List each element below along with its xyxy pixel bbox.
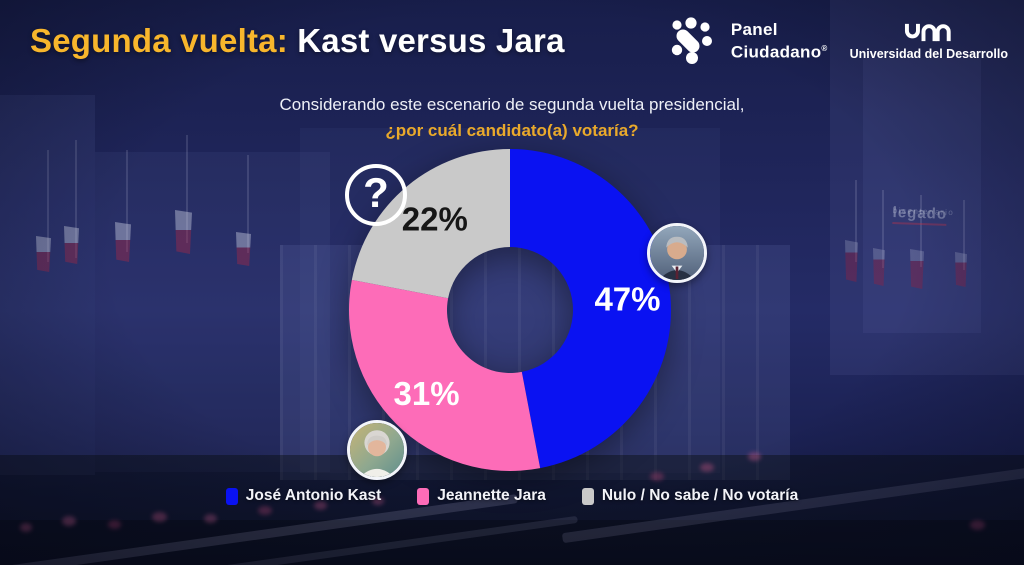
kast-avatar [647,223,707,283]
flag-pole [920,195,922,267]
udd-logo-icon [904,23,951,42]
chilean-flag-icon [845,240,858,282]
legend-label-kast: José Antonio Kast [245,487,382,504]
donut-slice-2 [351,149,510,299]
jara-portrait-icon [350,423,404,477]
flag-pole [75,140,77,258]
panel-ciudadano-logo-icon [671,17,712,64]
udd-name: Universidad del Desarrollo [849,47,1008,61]
chilean-flag-icon [64,226,79,264]
flag-pole [855,180,857,262]
legend-item-nulo: Nulo / No sabe / No votaría [581,487,799,505]
flag-pole [126,150,128,252]
flag-pole [186,135,188,243]
flowers [152,512,167,522]
flowers [62,516,76,526]
flag-pole [882,190,884,268]
question-mark-icon: ? [363,169,389,216]
question-line-2: ¿por cuál candidato(a) votaría? [385,121,639,140]
udd-logo: Universidad del Desarrollo [850,21,1008,61]
jara-avatar [347,420,407,480]
chart-legend: José Antonio Kast Jeannette Jara Nulo / … [0,487,1024,505]
chilean-flag-icon [910,249,924,289]
garden-ground [0,455,1024,565]
donut-slice-1 [349,279,541,471]
chilean-flag-icon [115,222,131,262]
question-line-1: Considerando este escenario de segunda v… [279,95,745,114]
question-mark-badge: ? [345,164,407,226]
background-building [0,95,95,475]
flowers [20,523,32,532]
garden-ground [0,520,1024,565]
kast-portrait-icon [650,226,704,280]
donut-chart: 47% 31% 22% [310,110,710,510]
flowers [748,452,761,461]
legend-label-jara: Jeannette Jara [437,487,546,504]
flag-pole [963,200,965,270]
brand-logos: Panel Ciudadano® Universidad del Desarro… [667,16,1008,66]
chilean-flag-icon [175,210,192,254]
page-title-rest: Kast versus Jara [287,22,565,59]
slice-value-label-2: 22% [402,201,468,238]
registered-mark: ® [821,44,828,54]
background-building [95,152,330,472]
flowers [204,514,217,523]
legend-item-jara: Jeannette Jara [417,487,546,505]
flag-pole [47,150,49,262]
background-building [863,58,981,333]
chilean-flag-icon [36,236,51,272]
survey-question: Considerando este escenario de segunda v… [0,92,1024,144]
donut-slice-0 [510,149,672,469]
panel-word-2: Ciudadano [730,42,822,62]
chilean-flag-icon [955,252,967,287]
flowers [970,520,985,530]
page-title-highlight: Segunda vuelta: [30,22,288,59]
flowers [650,472,664,481]
slice-value-label-0: 47% [594,280,660,317]
chilean-flag-icon [873,248,885,286]
legend-label-nulo: Nulo / No sabe / No votaría [601,487,799,504]
flowers [258,506,272,515]
legend-item-kast: José Antonio Kast [225,487,382,505]
background-building [830,0,1024,375]
legend-swatch-nulo [581,487,594,505]
flag-pole [247,155,249,253]
flowers [700,463,714,472]
panel-word-1: Panel [730,20,778,40]
flowers [314,501,327,510]
legend-swatch-jara [417,487,430,505]
flowers [108,520,121,529]
chilean-flag-icon [236,232,251,266]
legend-swatch-kast [225,487,238,505]
page-title: Segunda vuelta: Kast versus Jara [30,22,565,60]
flowers [372,497,384,505]
panel-ciudadano-wordmark: Panel Ciudadano® [731,20,828,62]
slice-value-label-1: 31% [394,375,460,412]
